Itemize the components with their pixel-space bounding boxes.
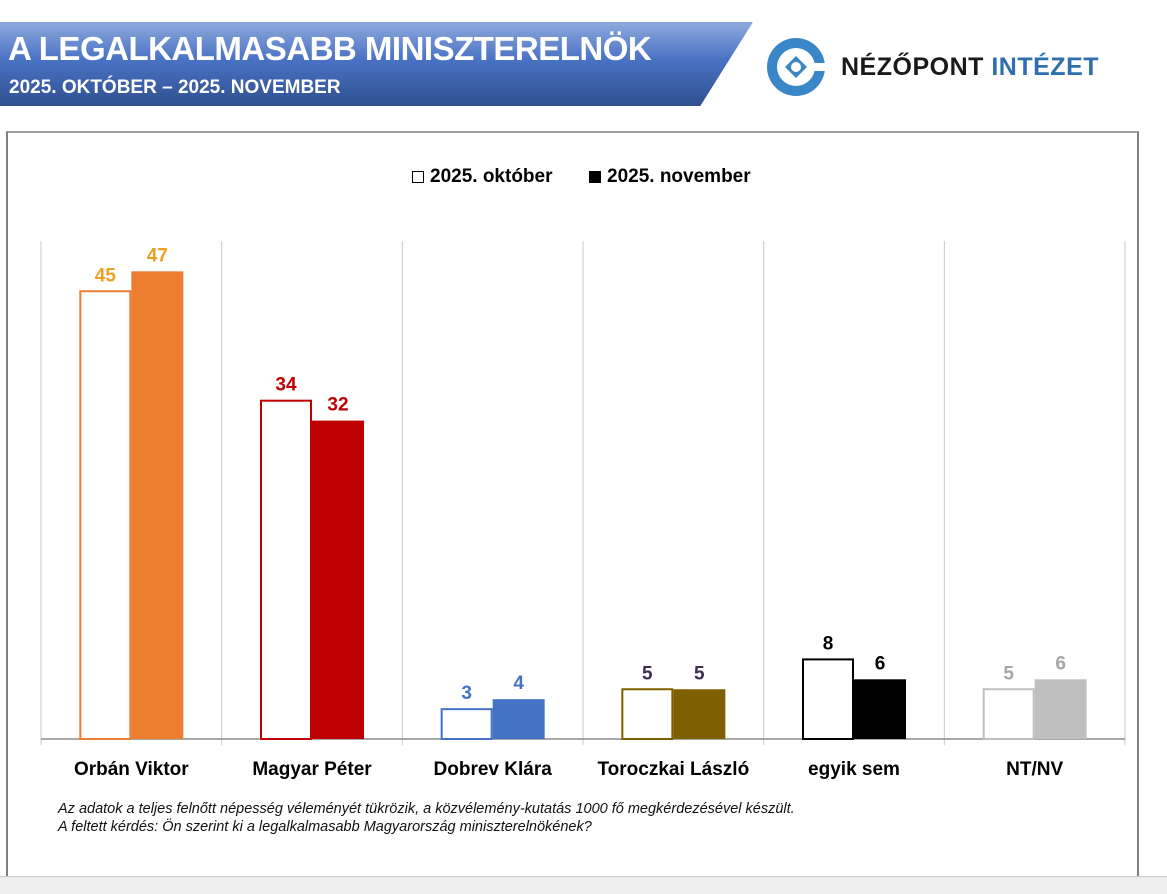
category-label: Dobrev Klára [434, 759, 553, 780]
bar-october [260, 399, 312, 740]
chart-title: A LEGALKALMASABB MINISZTERELNÖK [8, 30, 652, 67]
category-label: NT/NV [1006, 759, 1063, 780]
footnote-line-2: A feltett kérdés: Ön szerint ki a legalk… [58, 819, 592, 835]
data-label: 34 [275, 375, 297, 396]
footnote-line-1: Az adatok a teljes felnőtt népesség véle… [58, 801, 795, 817]
legend-label-october: 2025. október [430, 166, 553, 187]
data-label: 47 [147, 245, 168, 266]
bar-october [79, 290, 132, 740]
bar-november [854, 679, 906, 739]
data-label: 3 [461, 683, 472, 704]
data-label: 5 [694, 663, 705, 684]
bar-november [1034, 679, 1087, 739]
data-label: 8 [823, 633, 834, 654]
category-label: Magyar Péter [252, 759, 372, 780]
bar-october [802, 658, 854, 741]
bar-november [492, 699, 545, 739]
legend-label-november: 2025. november [607, 166, 751, 187]
category-label: Toroczkai László [597, 759, 749, 780]
data-label: 4 [513, 673, 524, 694]
data-label: 5 [642, 663, 653, 684]
legend-item-october: 2025. október [412, 166, 553, 188]
logo-text-2: INTÉZET [991, 52, 1100, 81]
logo-text-1: NÉZŐPONT [841, 52, 984, 81]
bar-october [621, 688, 674, 740]
data-label: 6 [1055, 653, 1066, 674]
bar-november [673, 689, 726, 739]
bottom-strip [0, 876, 1167, 894]
data-label: 6 [875, 653, 886, 674]
bar-october [440, 708, 493, 741]
data-label: 45 [95, 265, 117, 286]
legend-swatch-october [412, 171, 424, 183]
footnote: Az adatok a teljes felnőtt népesség véle… [58, 800, 795, 836]
chart-subtitle: 2025. OKTÓBER – 2025. NOVEMBER [9, 77, 341, 98]
bar-november [312, 420, 364, 739]
nezopont-logo-icon [767, 38, 827, 96]
category-label: Orbán Viktor [74, 759, 189, 780]
bar-november [131, 271, 184, 739]
data-label: 5 [1003, 663, 1014, 684]
category-label: egyik sem [808, 759, 900, 780]
title-banner [0, 22, 753, 106]
bar-october [982, 688, 1035, 740]
legend-swatch-november [589, 171, 601, 183]
data-label: 32 [327, 395, 348, 416]
legend-item-november: 2025. november [589, 166, 751, 188]
logo: NÉZŐPONT INTÉZET [765, 36, 1099, 98]
